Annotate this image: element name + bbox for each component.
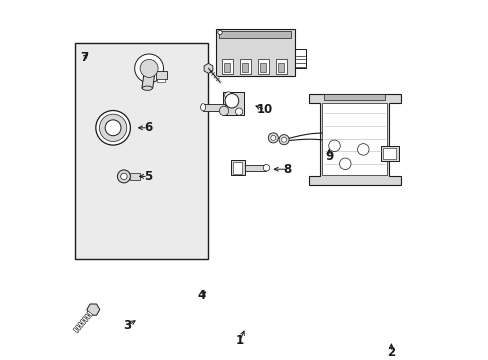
Ellipse shape [200,104,205,111]
Text: 6: 6 [143,121,152,134]
Polygon shape [87,304,100,315]
Bar [203,104,225,111]
Ellipse shape [224,94,238,108]
Text: 5: 5 [143,170,152,183]
Circle shape [219,106,228,116]
Circle shape [357,144,368,155]
Ellipse shape [263,165,269,171]
Circle shape [224,92,231,99]
Bar [232,162,242,174]
Polygon shape [142,76,154,88]
Bar [223,92,244,115]
Text: 8: 8 [283,163,291,176]
Circle shape [105,120,121,136]
Polygon shape [87,311,93,316]
Circle shape [270,135,275,140]
Bar [156,71,167,79]
Polygon shape [78,322,83,328]
Polygon shape [75,325,81,330]
Circle shape [96,111,130,145]
Text: 10: 10 [256,103,273,116]
Text: 3: 3 [123,319,131,332]
Bar [222,59,232,74]
Text: 1: 1 [236,334,244,347]
Circle shape [339,158,350,170]
Bar [260,63,266,72]
Circle shape [281,137,286,142]
Bar [130,173,140,180]
Circle shape [218,30,222,35]
Circle shape [235,108,242,115]
Polygon shape [73,328,79,333]
Bar [240,59,250,74]
Circle shape [117,170,130,183]
Bar [244,165,266,171]
Bar [276,59,286,74]
Bar [277,63,284,72]
Polygon shape [203,63,212,73]
Text: 7: 7 [80,51,88,64]
Polygon shape [80,319,85,325]
Bar [215,29,294,76]
Bar [75,43,208,259]
Circle shape [140,59,158,77]
Bar [323,94,384,100]
Polygon shape [82,316,88,322]
Bar [219,31,291,38]
Bar [231,160,244,175]
Circle shape [279,135,288,145]
Text: 4: 4 [198,289,206,302]
Circle shape [121,173,127,180]
Circle shape [328,140,340,152]
Bar [381,146,398,161]
Text: 9: 9 [325,150,332,163]
Circle shape [99,114,126,141]
Circle shape [268,133,278,143]
Bar [382,148,395,159]
Bar [321,103,386,175]
Bar [242,63,248,72]
Polygon shape [84,314,90,319]
Bar [258,59,268,74]
Polygon shape [309,94,400,185]
Text: 2: 2 [386,346,395,359]
Ellipse shape [142,86,152,90]
Bar [157,79,165,82]
Bar [224,63,230,72]
Circle shape [134,54,163,83]
